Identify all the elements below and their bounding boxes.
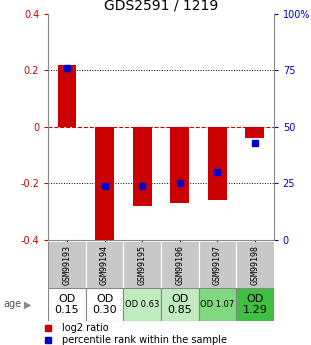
Bar bbox=[133, 127, 151, 206]
Text: OD
1.29: OD 1.29 bbox=[243, 294, 267, 315]
Text: GSM99195: GSM99195 bbox=[138, 245, 147, 285]
Text: ▶: ▶ bbox=[24, 299, 32, 309]
Bar bbox=[198, 241, 236, 288]
Bar bbox=[123, 288, 161, 321]
Text: GSM99197: GSM99197 bbox=[213, 245, 222, 285]
Text: OD 0.63: OD 0.63 bbox=[125, 300, 159, 309]
Text: GSM99193: GSM99193 bbox=[63, 245, 72, 285]
Bar bbox=[48, 288, 86, 321]
Bar bbox=[208, 127, 227, 200]
Bar bbox=[245, 127, 264, 138]
Text: OD
0.15: OD 0.15 bbox=[55, 294, 79, 315]
Text: OD 1.07: OD 1.07 bbox=[200, 300, 234, 309]
Text: log2 ratio: log2 ratio bbox=[62, 323, 108, 333]
Title: GDS2591 / 1219: GDS2591 / 1219 bbox=[104, 0, 218, 13]
Bar bbox=[161, 288, 198, 321]
Text: GSM99196: GSM99196 bbox=[175, 245, 184, 285]
Text: OD
0.30: OD 0.30 bbox=[92, 294, 117, 315]
Bar bbox=[86, 288, 123, 321]
Text: GSM99194: GSM99194 bbox=[100, 245, 109, 285]
Text: OD
0.85: OD 0.85 bbox=[167, 294, 192, 315]
Bar bbox=[123, 241, 161, 288]
Bar bbox=[236, 241, 274, 288]
Bar bbox=[58, 65, 77, 127]
Bar bbox=[236, 288, 274, 321]
Bar bbox=[198, 288, 236, 321]
Bar bbox=[161, 241, 198, 288]
Bar bbox=[86, 241, 123, 288]
Text: age: age bbox=[3, 299, 21, 309]
Bar bbox=[48, 241, 86, 288]
Bar bbox=[95, 127, 114, 248]
Text: percentile rank within the sample: percentile rank within the sample bbox=[62, 335, 227, 345]
Text: GSM99198: GSM99198 bbox=[250, 245, 259, 285]
Bar bbox=[170, 127, 189, 203]
